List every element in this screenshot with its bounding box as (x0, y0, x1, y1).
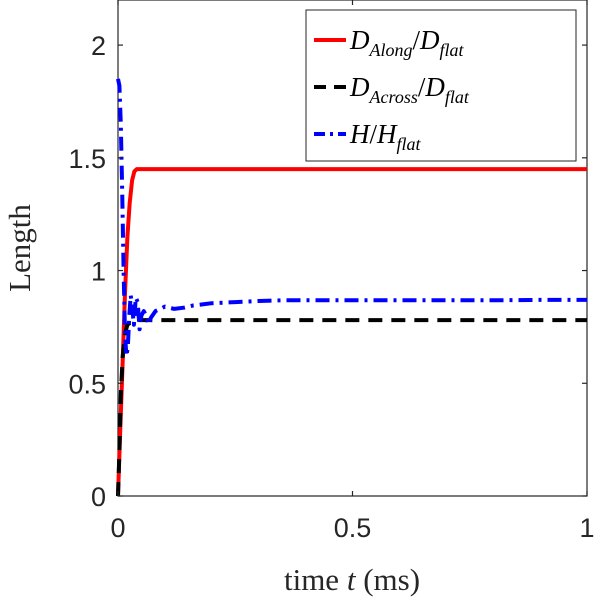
legend-label-0: DAlong/Dflat (349, 25, 465, 60)
y-tick-label-3: 1.5 (68, 144, 106, 174)
axis-ticks (117, 0, 588, 497)
legend-label-part: D (349, 72, 370, 102)
series-line-0 (116, 167, 587, 497)
x-tick-labels: 0 0.5 1 (110, 513, 594, 543)
x-tick-label-0: 0 (110, 513, 125, 543)
legend-label-part: D (424, 72, 445, 102)
y-tick-labels: 0 0.5 1 1.5 2 (68, 31, 106, 512)
legend-label-part: flat (440, 40, 465, 60)
x-axis-label: time t (ms) (284, 562, 420, 597)
legend-label-part: H (376, 119, 398, 149)
series-layer (116, 78, 587, 497)
legend-label-part: / (418, 72, 426, 102)
legend-label-part: H (349, 119, 371, 149)
x-tick-label-2: 1 (579, 513, 594, 543)
legend-label-2: H/Hflat (349, 119, 422, 154)
x-tick-label-1: 0.5 (334, 513, 372, 543)
legend-label-part: flat (397, 134, 422, 154)
y-tick-label-4: 2 (91, 31, 106, 61)
legend-label-part: D (349, 25, 370, 55)
legend-box (305, 9, 577, 162)
legend-label-part: Across (369, 87, 418, 107)
y-tick-label-0: 0 (91, 482, 106, 512)
legend-label-part: Along (369, 40, 413, 60)
x-axis-label-prefix: time (284, 562, 347, 597)
legend-label-part: / (413, 25, 421, 55)
series-line-2 (116, 78, 587, 359)
legend-label-part: D (419, 25, 440, 55)
y-tick-label-1: 0.5 (68, 369, 106, 399)
legend-label-1: DAcross/Dflat (349, 72, 470, 107)
y-tick-label-2: 1 (91, 257, 106, 287)
x-axis-label-suffix: (ms) (355, 562, 420, 597)
legend-label-part: flat (445, 87, 470, 107)
y-axis-label: Length (2, 204, 37, 292)
x-axis-label-variable: t (347, 562, 357, 597)
legend-label-part: / (370, 119, 378, 149)
